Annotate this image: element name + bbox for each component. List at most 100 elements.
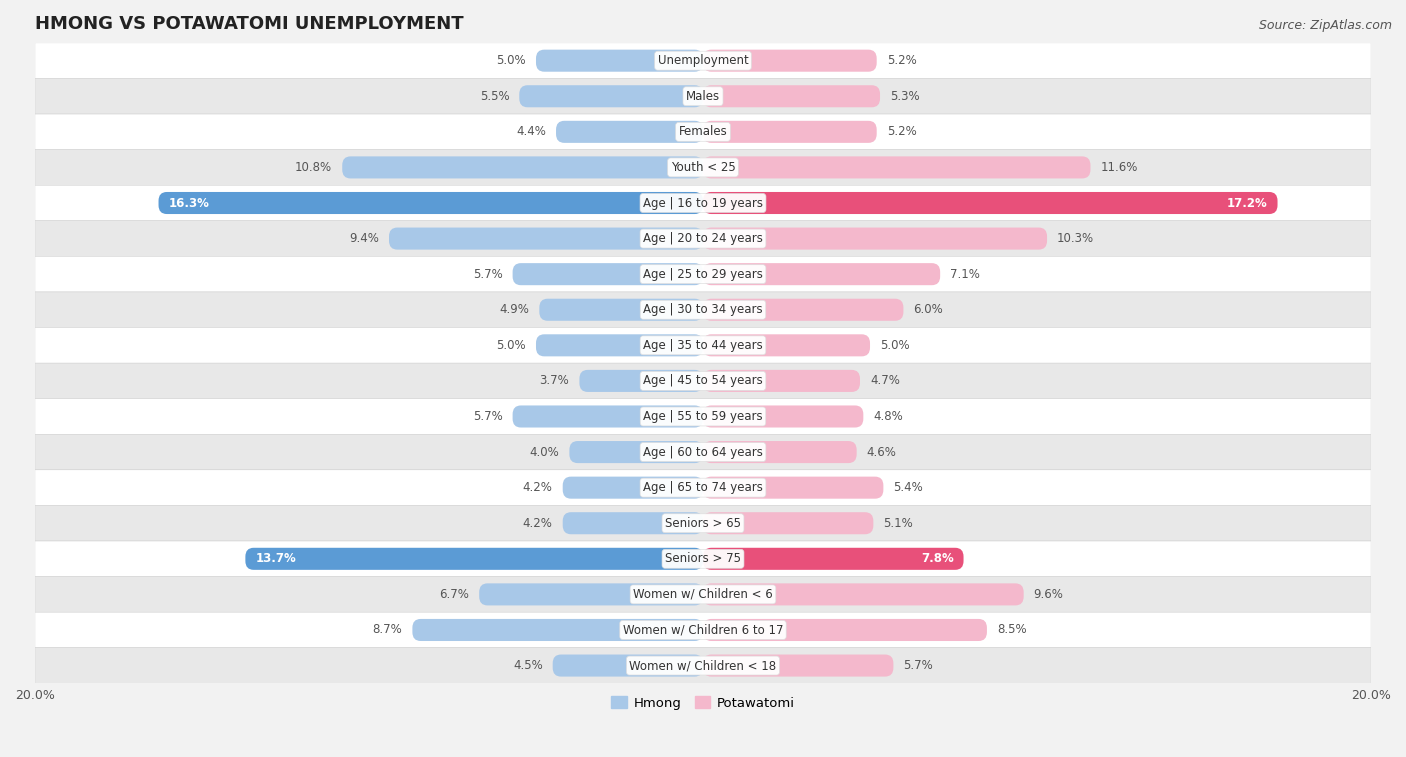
FancyBboxPatch shape bbox=[703, 263, 941, 285]
Text: 5.7%: 5.7% bbox=[904, 659, 934, 672]
Text: Age | 16 to 19 years: Age | 16 to 19 years bbox=[643, 197, 763, 210]
Text: Age | 35 to 44 years: Age | 35 to 44 years bbox=[643, 339, 763, 352]
FancyBboxPatch shape bbox=[703, 619, 987, 641]
FancyBboxPatch shape bbox=[35, 221, 1371, 257]
Text: 8.7%: 8.7% bbox=[373, 624, 402, 637]
FancyBboxPatch shape bbox=[703, 299, 904, 321]
FancyBboxPatch shape bbox=[519, 86, 703, 107]
FancyBboxPatch shape bbox=[703, 584, 1024, 606]
FancyBboxPatch shape bbox=[703, 370, 860, 392]
Text: 4.5%: 4.5% bbox=[513, 659, 543, 672]
Text: 4.6%: 4.6% bbox=[866, 446, 897, 459]
Text: 8.5%: 8.5% bbox=[997, 624, 1026, 637]
Text: 11.6%: 11.6% bbox=[1101, 161, 1137, 174]
Text: 5.7%: 5.7% bbox=[472, 268, 502, 281]
Text: Females: Females bbox=[679, 126, 727, 139]
Text: Age | 60 to 64 years: Age | 60 to 64 years bbox=[643, 446, 763, 459]
FancyBboxPatch shape bbox=[35, 43, 1371, 79]
FancyBboxPatch shape bbox=[35, 328, 1371, 363]
Text: Source: ZipAtlas.com: Source: ZipAtlas.com bbox=[1258, 19, 1392, 32]
Text: 5.0%: 5.0% bbox=[880, 339, 910, 352]
FancyBboxPatch shape bbox=[35, 506, 1371, 541]
Text: 5.7%: 5.7% bbox=[472, 410, 502, 423]
Text: Age | 30 to 34 years: Age | 30 to 34 years bbox=[643, 304, 763, 316]
FancyBboxPatch shape bbox=[342, 157, 703, 179]
FancyBboxPatch shape bbox=[703, 157, 1091, 179]
FancyBboxPatch shape bbox=[703, 192, 1278, 214]
Text: Age | 25 to 29 years: Age | 25 to 29 years bbox=[643, 268, 763, 281]
Text: 6.7%: 6.7% bbox=[439, 588, 470, 601]
Text: 5.0%: 5.0% bbox=[496, 339, 526, 352]
FancyBboxPatch shape bbox=[513, 406, 703, 428]
Text: 5.2%: 5.2% bbox=[887, 55, 917, 67]
FancyBboxPatch shape bbox=[703, 655, 893, 677]
FancyBboxPatch shape bbox=[412, 619, 703, 641]
Text: 16.3%: 16.3% bbox=[169, 197, 209, 210]
FancyBboxPatch shape bbox=[703, 50, 877, 72]
Text: Age | 55 to 59 years: Age | 55 to 59 years bbox=[643, 410, 763, 423]
FancyBboxPatch shape bbox=[35, 648, 1371, 684]
FancyBboxPatch shape bbox=[569, 441, 703, 463]
Text: HMONG VS POTAWATOMI UNEMPLOYMENT: HMONG VS POTAWATOMI UNEMPLOYMENT bbox=[35, 15, 464, 33]
Text: 4.2%: 4.2% bbox=[523, 481, 553, 494]
FancyBboxPatch shape bbox=[513, 263, 703, 285]
FancyBboxPatch shape bbox=[35, 399, 1371, 435]
Text: Seniors > 65: Seniors > 65 bbox=[665, 517, 741, 530]
FancyBboxPatch shape bbox=[35, 612, 1371, 648]
FancyBboxPatch shape bbox=[562, 477, 703, 499]
FancyBboxPatch shape bbox=[35, 577, 1371, 612]
Text: 4.7%: 4.7% bbox=[870, 375, 900, 388]
FancyBboxPatch shape bbox=[35, 363, 1371, 399]
FancyBboxPatch shape bbox=[35, 150, 1371, 185]
Text: 9.6%: 9.6% bbox=[1033, 588, 1063, 601]
Text: Age | 65 to 74 years: Age | 65 to 74 years bbox=[643, 481, 763, 494]
Text: Women w/ Children < 18: Women w/ Children < 18 bbox=[630, 659, 776, 672]
FancyBboxPatch shape bbox=[703, 335, 870, 357]
Text: 10.3%: 10.3% bbox=[1057, 232, 1094, 245]
Text: 4.0%: 4.0% bbox=[530, 446, 560, 459]
Text: 10.8%: 10.8% bbox=[295, 161, 332, 174]
FancyBboxPatch shape bbox=[536, 335, 703, 357]
FancyBboxPatch shape bbox=[703, 406, 863, 428]
FancyBboxPatch shape bbox=[35, 257, 1371, 292]
Text: 4.8%: 4.8% bbox=[873, 410, 903, 423]
Text: 5.0%: 5.0% bbox=[496, 55, 526, 67]
Text: Youth < 25: Youth < 25 bbox=[671, 161, 735, 174]
FancyBboxPatch shape bbox=[703, 512, 873, 534]
FancyBboxPatch shape bbox=[35, 470, 1371, 506]
FancyBboxPatch shape bbox=[35, 185, 1371, 221]
Text: 4.9%: 4.9% bbox=[499, 304, 529, 316]
FancyBboxPatch shape bbox=[553, 655, 703, 677]
FancyBboxPatch shape bbox=[35, 541, 1371, 577]
Text: 5.3%: 5.3% bbox=[890, 90, 920, 103]
FancyBboxPatch shape bbox=[540, 299, 703, 321]
Text: 6.0%: 6.0% bbox=[914, 304, 943, 316]
FancyBboxPatch shape bbox=[703, 477, 883, 499]
FancyBboxPatch shape bbox=[703, 441, 856, 463]
FancyBboxPatch shape bbox=[389, 228, 703, 250]
Text: Age | 20 to 24 years: Age | 20 to 24 years bbox=[643, 232, 763, 245]
Text: Seniors > 75: Seniors > 75 bbox=[665, 553, 741, 565]
Text: 4.2%: 4.2% bbox=[523, 517, 553, 530]
FancyBboxPatch shape bbox=[562, 512, 703, 534]
FancyBboxPatch shape bbox=[246, 548, 703, 570]
Text: 17.2%: 17.2% bbox=[1227, 197, 1268, 210]
Text: Women w/ Children 6 to 17: Women w/ Children 6 to 17 bbox=[623, 624, 783, 637]
FancyBboxPatch shape bbox=[703, 121, 877, 143]
FancyBboxPatch shape bbox=[479, 584, 703, 606]
Text: 7.1%: 7.1% bbox=[950, 268, 980, 281]
Text: 13.7%: 13.7% bbox=[256, 553, 297, 565]
FancyBboxPatch shape bbox=[536, 50, 703, 72]
FancyBboxPatch shape bbox=[579, 370, 703, 392]
Text: 5.1%: 5.1% bbox=[883, 517, 912, 530]
Text: 3.7%: 3.7% bbox=[540, 375, 569, 388]
FancyBboxPatch shape bbox=[703, 86, 880, 107]
Text: Women w/ Children < 6: Women w/ Children < 6 bbox=[633, 588, 773, 601]
FancyBboxPatch shape bbox=[703, 548, 963, 570]
FancyBboxPatch shape bbox=[35, 435, 1371, 470]
FancyBboxPatch shape bbox=[35, 292, 1371, 328]
Text: 4.4%: 4.4% bbox=[516, 126, 546, 139]
Text: Age | 45 to 54 years: Age | 45 to 54 years bbox=[643, 375, 763, 388]
Text: 5.5%: 5.5% bbox=[479, 90, 509, 103]
FancyBboxPatch shape bbox=[159, 192, 703, 214]
